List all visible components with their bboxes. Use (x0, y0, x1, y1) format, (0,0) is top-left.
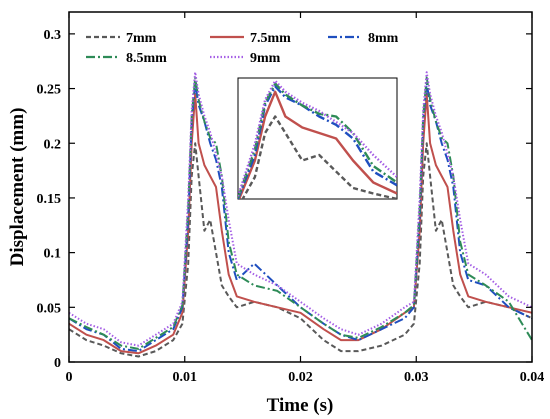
series-line-7-5mm (69, 93, 532, 355)
x-axis-title: Time (s) (267, 395, 334, 416)
y-tick-label: 0.3 (44, 28, 62, 43)
inset-line-7mm (241, 115, 397, 199)
y-tick-label: 0.1 (44, 247, 62, 262)
y-tick-label: 0 (54, 356, 61, 371)
series-line-9mm (69, 71, 532, 347)
legend-label-8mm: 8mm (368, 31, 399, 46)
y-tick-label: 0.2 (44, 137, 62, 152)
y-tick-label: 0.05 (37, 301, 62, 316)
y-tick-label: 0.15 (37, 192, 62, 207)
y-axis-title: Displacement (mm) (7, 108, 28, 267)
inset-line-7-5mm (238, 90, 397, 199)
x-tick-label: 0.01 (173, 370, 198, 385)
legend-label-7mm: 7mm (126, 31, 157, 46)
legend-label-8-5mm: 8.5mm (126, 51, 167, 66)
legend-label-9mm: 9mm (250, 51, 281, 66)
tick-layer: 0 0.01 0.02 0.03 0.04 0 0.05 0.1 0.15 0.2 0.25 0.3 (37, 12, 545, 385)
legend-label-7-5mm: 7.5mm (250, 31, 291, 46)
x-tick-label: 0.02 (288, 370, 313, 385)
inset-line-8-5mm (238, 82, 397, 199)
series-line-7mm (69, 142, 532, 358)
series-line-8-5mm (69, 76, 532, 350)
inset-series-layer (238, 79, 397, 199)
series-layer (69, 71, 532, 358)
inset-line-9mm (238, 79, 397, 197)
x-tick-label: 0.03 (404, 370, 429, 385)
x-tick-label: 0 (66, 370, 73, 385)
x-tick-label: 0.04 (520, 370, 545, 385)
inset-zoom (237, 77, 398, 200)
y-tick-label: 0.25 (37, 83, 62, 98)
legend: 7mm 7.5mm 8mm 8.5mm 9mm (86, 31, 399, 66)
